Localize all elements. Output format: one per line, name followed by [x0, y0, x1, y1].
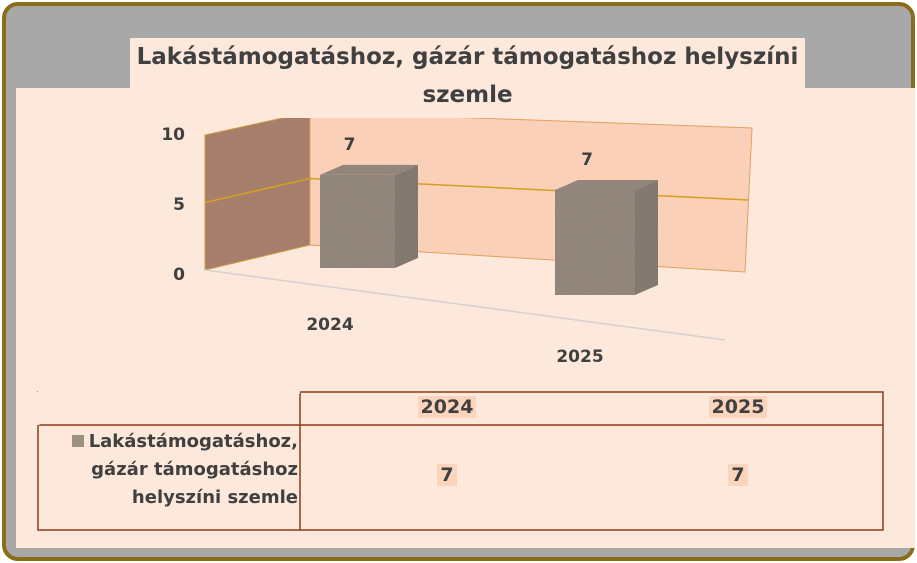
table-series-name: Lakástámogatáshoz, gázár támogatáshoz he…: [40, 428, 298, 512]
table-value: 7: [678, 464, 798, 486]
bar-side: [395, 164, 418, 268]
table-header: 2025: [678, 396, 798, 418]
floor-edge: [204, 269, 726, 341]
table-header-text: 2025: [708, 396, 768, 418]
y-tick-label: 10: [161, 125, 185, 145]
data-label: 7: [344, 135, 356, 155]
chart-title: Lakástámogatáshoz, gázár támogatáshoz he…: [130, 38, 805, 118]
bar: [555, 190, 635, 295]
table-header: 2024: [387, 396, 507, 418]
bar-side: [635, 180, 658, 295]
legend-label: Lakástámogatáshoz, gázár támogatáshoz he…: [88, 431, 298, 508]
legend-key: [71, 435, 84, 447]
x-tick-label: 2025: [556, 347, 603, 367]
x-tick-label: 2024: [306, 315, 353, 335]
y-tick-label: 5: [173, 195, 185, 215]
data-table: [37, 391, 884, 531]
data-label: 7: [581, 150, 593, 170]
table-value-text: 7: [728, 464, 748, 486]
table-value-text: 7: [437, 464, 457, 486]
y-tick-label: 0: [173, 265, 185, 285]
bar: [320, 174, 395, 268]
bar-top: [320, 164, 418, 175]
table-header-text: 2024: [417, 396, 477, 418]
table-value: 7: [387, 464, 507, 486]
bar-top: [555, 180, 658, 190]
